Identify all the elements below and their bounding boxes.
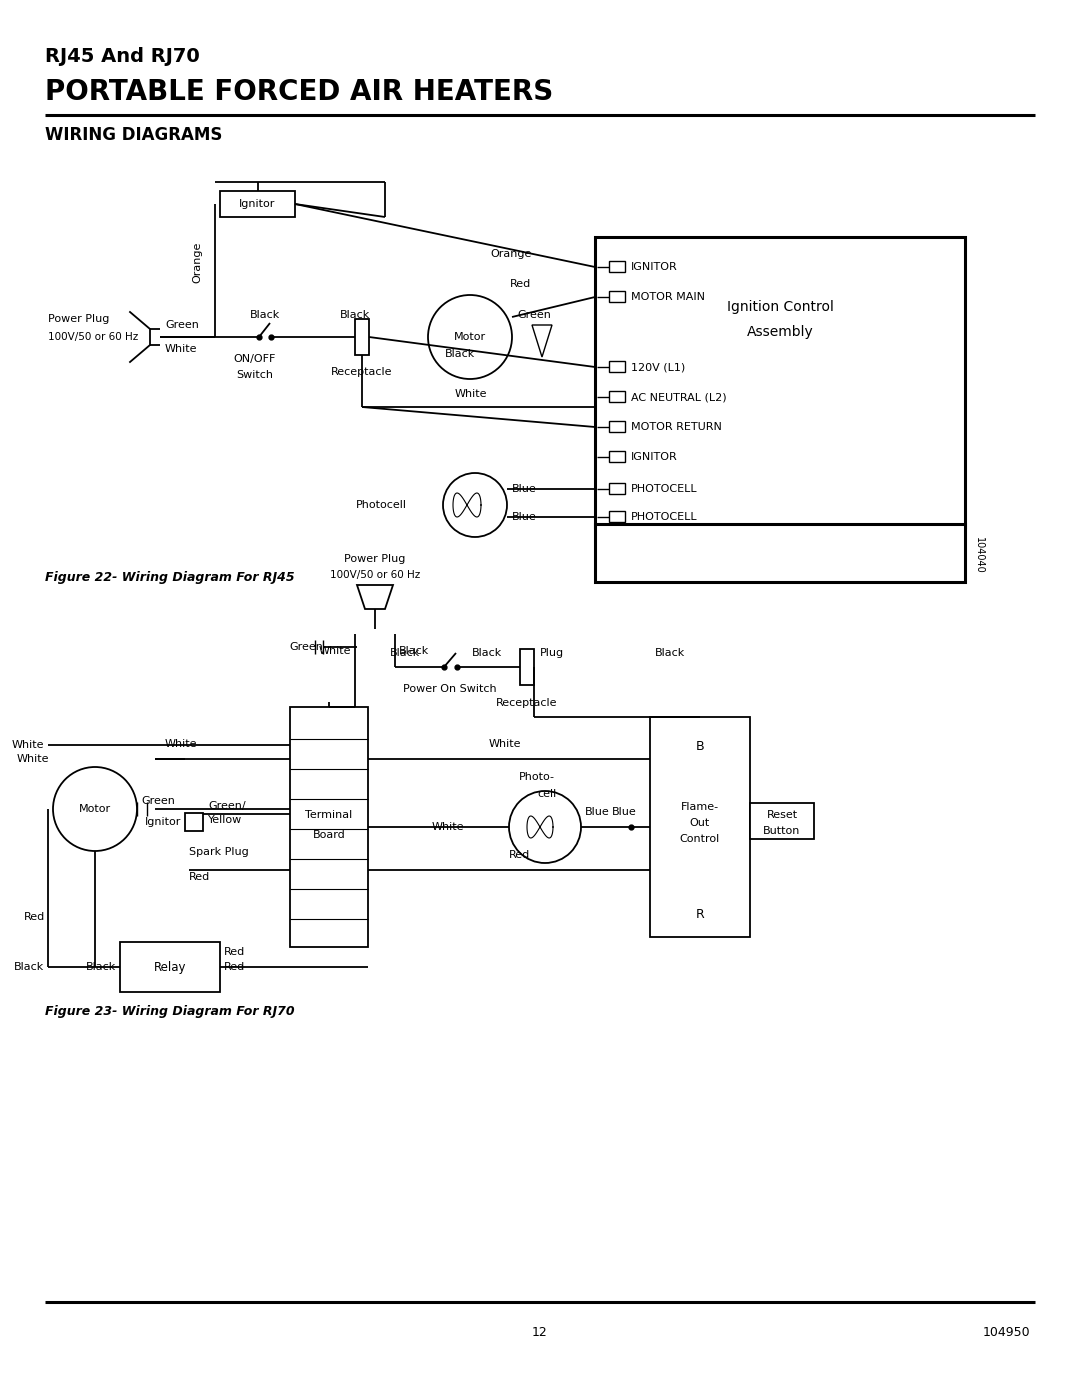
Text: Board: Board <box>312 830 346 840</box>
Text: Black: Black <box>390 648 420 658</box>
Text: Ignition Control: Ignition Control <box>727 300 834 314</box>
Bar <box>609 360 625 372</box>
Bar <box>595 524 966 583</box>
Text: Receptacle: Receptacle <box>332 367 393 377</box>
Text: cell: cell <box>538 789 556 799</box>
Text: Power On Switch: Power On Switch <box>403 685 497 694</box>
Text: Black: Black <box>445 349 475 359</box>
Text: Black: Black <box>85 963 116 972</box>
Text: Out: Out <box>690 819 711 828</box>
Text: Yellow: Yellow <box>208 814 242 826</box>
Text: Green: Green <box>165 320 199 330</box>
Text: 100V/50 or 60 Hz: 100V/50 or 60 Hz <box>48 332 138 342</box>
Bar <box>650 717 750 937</box>
Text: Red: Red <box>224 947 245 957</box>
Text: Receptacle: Receptacle <box>496 698 557 708</box>
Text: MOTOR RETURN: MOTOR RETURN <box>631 422 721 432</box>
Bar <box>291 707 368 947</box>
Text: White: White <box>16 754 49 764</box>
Text: PORTABLE FORCED AIR HEATERS: PORTABLE FORCED AIR HEATERS <box>45 78 553 106</box>
Text: RJ45 And RJ70: RJ45 And RJ70 <box>45 47 200 67</box>
Text: Ignitor: Ignitor <box>145 817 181 827</box>
Text: Red: Red <box>509 849 530 861</box>
Bar <box>120 942 220 992</box>
Text: Black: Black <box>14 963 44 972</box>
Text: Control: Control <box>680 834 720 844</box>
Text: Ignitor: Ignitor <box>240 198 275 210</box>
Text: Green: Green <box>517 310 551 320</box>
Text: Blue: Blue <box>612 807 637 817</box>
Text: Blue: Blue <box>512 511 537 522</box>
Bar <box>355 319 369 355</box>
Text: IGNITOR: IGNITOR <box>631 263 678 272</box>
Text: MOTOR MAIN: MOTOR MAIN <box>631 292 705 302</box>
Text: Orange: Orange <box>192 242 202 282</box>
Text: 120V (L1): 120V (L1) <box>631 362 685 372</box>
Bar <box>595 237 966 527</box>
Text: Motor: Motor <box>454 332 486 342</box>
Text: Green: Green <box>141 796 175 806</box>
Text: AC NEUTRAL (L2): AC NEUTRAL (L2) <box>631 393 727 402</box>
Bar <box>609 420 625 432</box>
Text: Plug: Plug <box>540 648 564 658</box>
Text: R: R <box>696 908 704 922</box>
Text: PHOTOCELL: PHOTOCELL <box>631 483 698 495</box>
Text: B: B <box>696 740 704 753</box>
Text: Black: Black <box>399 645 429 657</box>
Text: Blue: Blue <box>512 483 537 495</box>
Text: White: White <box>489 739 522 749</box>
Text: ON/OFF: ON/OFF <box>233 353 276 365</box>
Text: Black: Black <box>249 310 280 320</box>
Text: Orange: Orange <box>490 249 531 258</box>
Text: White: White <box>165 739 198 749</box>
Text: Photo-: Photo- <box>519 773 555 782</box>
Bar <box>220 191 295 217</box>
Text: Relay: Relay <box>153 961 186 974</box>
Text: Black: Black <box>472 648 502 658</box>
Text: PHOTOCELL: PHOTOCELL <box>631 511 698 522</box>
Text: White: White <box>455 388 487 400</box>
Text: Red: Red <box>224 963 245 972</box>
Bar <box>609 261 625 272</box>
Text: Green: Green <box>289 643 323 652</box>
Text: Power Plug: Power Plug <box>48 314 109 324</box>
Bar <box>609 391 625 402</box>
Text: White: White <box>319 645 351 657</box>
Text: Photocell: Photocell <box>356 500 407 510</box>
Text: Red: Red <box>510 279 531 289</box>
Bar <box>609 291 625 302</box>
Bar <box>609 451 625 462</box>
Text: Figure 23- Wiring Diagram For RJ70: Figure 23- Wiring Diagram For RJ70 <box>45 1006 295 1018</box>
Bar <box>185 813 203 831</box>
Text: White: White <box>12 740 44 750</box>
Bar <box>519 650 534 685</box>
Text: Blue: Blue <box>585 807 610 817</box>
Text: Flame-: Flame- <box>680 802 719 812</box>
Text: White: White <box>165 344 198 353</box>
Text: IGNITOR: IGNITOR <box>631 453 678 462</box>
Text: 100V/50 or 60 Hz: 100V/50 or 60 Hz <box>329 570 420 580</box>
Text: Figure 22- Wiring Diagram For RJ45: Figure 22- Wiring Diagram For RJ45 <box>45 570 295 584</box>
Text: Button: Button <box>764 826 800 835</box>
Text: Motor: Motor <box>79 805 111 814</box>
Text: Black: Black <box>654 648 685 658</box>
Text: Reset: Reset <box>767 810 797 820</box>
Text: 104950: 104950 <box>983 1326 1030 1338</box>
Text: Terminal: Terminal <box>306 810 353 820</box>
Text: Red: Red <box>189 872 211 882</box>
Bar <box>609 511 625 522</box>
Text: WIRING DIAGRAMS: WIRING DIAGRAMS <box>45 126 222 144</box>
Bar <box>750 803 814 840</box>
Text: White: White <box>432 821 464 833</box>
Text: 104040: 104040 <box>974 536 984 573</box>
Text: Assembly: Assembly <box>746 326 813 339</box>
Text: Spark Plug: Spark Plug <box>189 847 248 856</box>
Text: Red: Red <box>24 912 45 922</box>
Text: Green/: Green/ <box>208 800 245 812</box>
Text: Black: Black <box>340 310 370 320</box>
Text: 12: 12 <box>532 1326 548 1338</box>
Text: Power Plug: Power Plug <box>345 555 406 564</box>
Text: Switch: Switch <box>237 370 273 380</box>
Bar <box>609 483 625 495</box>
